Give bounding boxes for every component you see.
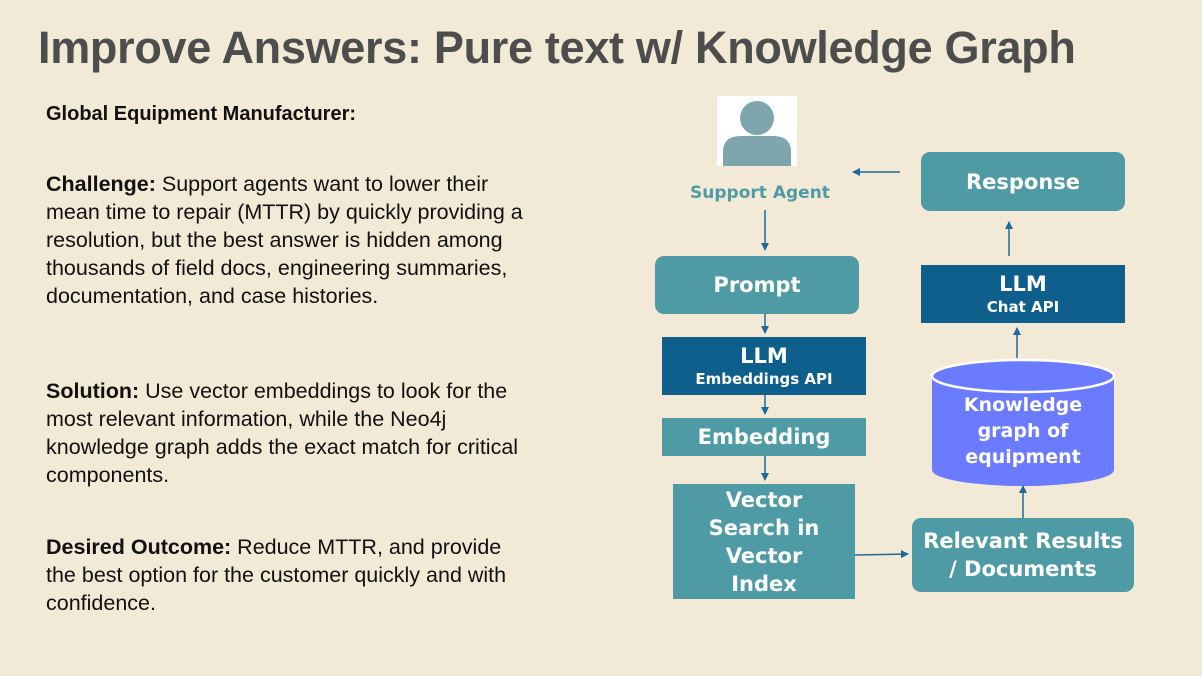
embedding-box: Embedding	[662, 418, 866, 456]
response-label: Response	[965, 169, 1081, 194]
relevant-results-label: Relevant Results / Documents	[923, 529, 1123, 581]
solution-paragraph: Solution: Use vector embeddings to look …	[46, 377, 536, 489]
outcome-paragraph: Desired Outcome: Reduce MTTR, and provid…	[46, 533, 536, 617]
support-agent-label: Support Agent	[690, 183, 830, 203]
embedding-label: Embedding	[697, 425, 831, 449]
llm-chat-title: LLM	[999, 272, 1047, 296]
llm-embeddings-title: LLM	[740, 344, 788, 368]
solution-label: Solution:	[46, 379, 140, 403]
llm-chat-subtitle: Chat API	[986, 298, 1060, 316]
knowledge-graph-database-icon	[930, 358, 1116, 486]
page-title: Improve Answers: Pure text w/ Knowledge …	[38, 22, 1076, 73]
solution-text: Use vector embeddings to look for the mo…	[46, 379, 519, 487]
vector-search-label: Vector Search in Vector Index	[708, 487, 820, 596]
prompt-label: Prompt	[713, 273, 801, 297]
challenge-label: Challenge:	[46, 172, 156, 196]
knowledge-graph-label: Knowledge graph of equipment	[963, 394, 1083, 468]
outcome-text: Reduce MTTR, and provide the best option…	[46, 535, 507, 615]
person-avatar-icon	[717, 96, 797, 166]
section-heading: Global Equipment Manufacturer:	[46, 103, 357, 125]
prompt-box: Prompt	[655, 256, 859, 314]
relevant-results-box: Relevant Results / Documents	[912, 518, 1134, 592]
vector-search-box: Vector Search in Vector Index	[673, 484, 855, 599]
llm-embeddings-subtitle: Embeddings API	[695, 370, 833, 388]
challenge-paragraph: Challenge: Support agents want to lower …	[46, 170, 536, 310]
llm-chat-box: LLM Chat API	[921, 265, 1125, 323]
outcome-label: Desired Outcome:	[46, 535, 232, 559]
llm-embeddings-box: LLM Embeddings API	[662, 337, 866, 395]
arrow-search-to-results	[854, 550, 909, 559]
response-box: Response	[921, 152, 1125, 211]
challenge-text: Support agents want to lower their mean …	[46, 172, 523, 308]
